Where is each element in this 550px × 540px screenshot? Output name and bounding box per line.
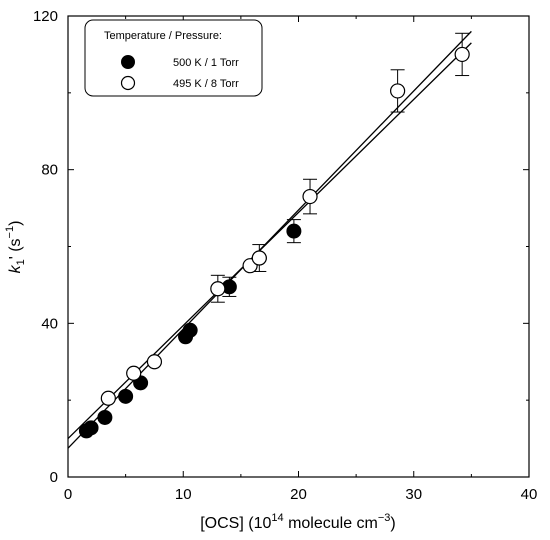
x-axis-title-part1: [OCS] (10 (200, 515, 271, 532)
legend: Temperature / Pressure: 500 K / 1 Torr 4… (84, 19, 263, 97)
x-axis-title-sup2: −3 (378, 512, 391, 524)
fit-line-series-1 (67, 42, 472, 440)
data-point-495k (100, 390, 116, 406)
data-points (78, 46, 470, 439)
legend-label-500k: 500 K / 1 Torr (173, 57, 239, 69)
data-point-500k (97, 409, 113, 425)
data-point-500k (182, 322, 198, 338)
x-tick-label: 10 (175, 486, 192, 503)
x-axis-title-part2: molecule cm (284, 515, 378, 532)
data-point-495k (146, 354, 163, 370)
legend-marker-filled (121, 55, 135, 69)
plot-frame (67, 15, 530, 478)
legend-label-495k: 495 K / 8 Torr (173, 78, 239, 90)
y-tick-labels: 0 40 80 120 (33, 8, 58, 486)
x-tick-label: 0 (64, 486, 72, 503)
y-tick-label: 40 (41, 315, 58, 332)
y-axis-title-end: ) (7, 221, 24, 226)
data-point-495k (390, 83, 406, 99)
legend-marker-open (120, 75, 136, 91)
x-tick-label: 30 (405, 486, 422, 503)
x-tick-labels: 0 10 20 30 40 (64, 486, 538, 503)
x-axis-title: [OCS] (1014 molecule cm−3) (200, 512, 396, 532)
data-point-500k (83, 420, 99, 436)
legend-title: Temperature / Pressure: (104, 30, 222, 42)
y-tick-label: 0 (50, 469, 58, 486)
data-point-495k (454, 46, 470, 63)
data-point-495k (210, 281, 226, 297)
y-tick-label: 120 (33, 8, 58, 25)
data-point-495k (302, 188, 318, 205)
y-axis-title-sup: −1 (4, 226, 16, 239)
x-axis-title-sup1: 14 (271, 512, 283, 524)
data-point-500k (118, 388, 134, 404)
data-point-500k (286, 223, 302, 239)
x-tick-label: 20 (290, 486, 307, 503)
y-axis-title-k: k (7, 264, 24, 273)
data-point-495k (251, 250, 267, 266)
data-point-495k (126, 365, 142, 381)
y-tick-label: 80 (41, 162, 58, 179)
y-axis-title: k1' (s−1) (4, 221, 27, 274)
y-axis-title-rest: ' (s (7, 238, 24, 259)
x-axis-title-part3: ) (390, 515, 395, 532)
x-tick-label: 40 (521, 486, 538, 503)
y-axis-title-sub: 1 (15, 259, 27, 265)
